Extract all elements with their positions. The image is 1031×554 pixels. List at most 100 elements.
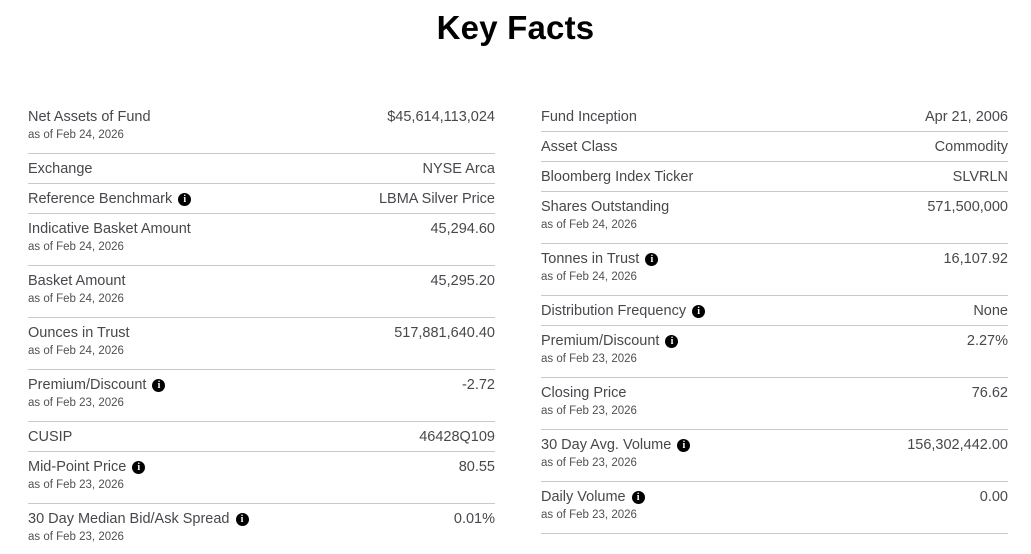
fact-label: CUSIP [28, 429, 73, 445]
fact-value: Commodity [934, 139, 1008, 155]
fact-label-line: Bloomberg Index Ticker [541, 168, 693, 186]
fact-label-cell: Distribution Frequency i [541, 302, 706, 320]
fact-as-of-date: as of Feb 23, 2026 [28, 531, 124, 543]
fact-row: Ounces in Trust as of Feb 24, 2026 517,8… [28, 318, 495, 370]
fact-label-line: Mid-Point Price i [28, 458, 146, 476]
fact-label-line: Shares Outstanding [541, 198, 669, 216]
fact-label-line: Distribution Frequency i [541, 302, 706, 320]
fact-label-line: Exchange [28, 160, 93, 178]
fact-row: 30 Day Avg. Volume i as of Feb 23, 2026 … [541, 430, 1008, 482]
fact-label: Basket Amount [28, 273, 126, 289]
fact-label-line: Reference Benchmark i [28, 190, 192, 208]
fact-value: -2.72 [461, 377, 495, 393]
fact-label-line: Tonnes in Trust i [541, 250, 659, 268]
key-facts-section: Key Facts Net Assets of Fund as of Feb 2… [0, 9, 1031, 554]
fact-label: Reference Benchmark [28, 191, 173, 207]
info-icon[interactable]: i [677, 438, 691, 452]
fact-row: Bloomberg Index Ticker SLVRLN [541, 162, 1008, 192]
fact-label: 30 Day Median Bid/Ask Spread [28, 511, 230, 527]
info-icon[interactable]: i [235, 512, 249, 526]
info-icon[interactable]: i [631, 490, 645, 504]
fact-label-cell: Mid-Point Price i as of Feb 23, 2026 [28, 458, 146, 493]
fact-value: 156,302,442.00 [907, 437, 1008, 453]
fact-label: Fund Inception [541, 109, 637, 125]
info-icon[interactable]: i [152, 378, 166, 392]
fact-as-of-date: as of Feb 23, 2026 [541, 353, 637, 365]
fact-label-line: CUSIP [28, 428, 72, 446]
fact-label-cell: Daily Volume i as of Feb 23, 2026 [541, 488, 645, 523]
fact-as-of-date: as of Feb 24, 2026 [28, 345, 124, 357]
fact-row: Indicative Basket Amount as of Feb 24, 2… [28, 214, 495, 266]
fact-as-of-date: as of Feb 23, 2026 [28, 479, 124, 491]
fact-label-line: Indicative Basket Amount [28, 220, 191, 238]
fact-label-line: 30 Day Median Bid/Ask Spread i [28, 510, 249, 528]
fact-value: Apr 21, 2006 [924, 109, 1008, 125]
fact-value: 16,107.92 [943, 251, 1008, 267]
fact-value: None [973, 303, 1008, 319]
fact-as-of-date: as of Feb 24, 2026 [541, 271, 637, 283]
info-icon[interactable]: i [665, 334, 679, 348]
fact-label: Indicative Basket Amount [28, 221, 191, 237]
fact-value: $45,614,113,024 [387, 109, 495, 125]
info-icon[interactable]: i [178, 192, 192, 206]
key-facts-grid: Net Assets of Fund as of Feb 24, 2026 $4… [28, 102, 1008, 554]
fact-label: 30 Day Avg. Volume [541, 437, 672, 453]
fact-value: 76.62 [971, 385, 1008, 401]
fact-label: Premium/Discount [541, 333, 660, 349]
fact-label-cell: Reference Benchmark i [28, 190, 192, 208]
page-title: Key Facts [436, 9, 595, 46]
fact-row: Premium/Discount i as of Feb 23, 2026 -2… [28, 370, 495, 422]
fact-value: 2.27% [966, 333, 1008, 349]
fact-label-line: Premium/Discount i [541, 332, 679, 350]
fact-label: Net Assets of Fund [28, 109, 151, 125]
fact-label-line: Basket Amount [28, 272, 126, 290]
fact-label-line: Net Assets of Fund [28, 108, 151, 126]
fact-label: Asset Class [541, 139, 618, 155]
fact-label: Exchange [28, 161, 93, 177]
key-facts-column-right: Fund Inception Apr 21, 2006 Asset Class … [541, 102, 1008, 554]
key-facts-column-left: Net Assets of Fund as of Feb 24, 2026 $4… [28, 102, 495, 554]
fact-value: 0.00 [979, 489, 1008, 505]
fact-label: Tonnes in Trust [541, 251, 640, 267]
fact-as-of-date: as of Feb 24, 2026 [541, 219, 637, 231]
fact-row: Premium/Discount i as of Feb 23, 2026 2.… [541, 326, 1008, 378]
fact-label-cell: Bloomberg Index Ticker [541, 168, 693, 186]
fact-label-cell: Exchange [28, 160, 93, 178]
fact-value: 45,294.60 [430, 221, 495, 237]
fact-row: 30 Day Median Bid/Ask Spread i as of Feb… [28, 504, 495, 554]
fact-label-cell: CUSIP [28, 428, 72, 446]
fact-row: Reference Benchmark i LBMA Silver Price [28, 184, 495, 214]
fact-as-of-date: as of Feb 23, 2026 [541, 405, 637, 417]
info-icon[interactable]: i [645, 252, 659, 266]
fact-label: Shares Outstanding [541, 199, 670, 215]
fact-label-cell: Asset Class [541, 138, 618, 156]
fact-label: Mid-Point Price [28, 459, 127, 475]
fact-value: NYSE Arca [422, 161, 495, 177]
fact-as-of-date: as of Feb 24, 2026 [28, 129, 124, 141]
fact-label-cell: Net Assets of Fund as of Feb 24, 2026 [28, 108, 151, 143]
fact-row: Distribution Frequency i None [541, 296, 1008, 326]
fact-row: CUSIP 46428Q109 [28, 422, 495, 452]
fact-label-cell: 30 Day Avg. Volume i as of Feb 23, 2026 [541, 436, 691, 471]
fact-row: Basket Amount as of Feb 24, 2026 45,295.… [28, 266, 495, 318]
fact-label-line: Ounces in Trust [28, 324, 130, 342]
fact-as-of-date: as of Feb 23, 2026 [28, 397, 124, 409]
fact-value: 571,500,000 [927, 199, 1008, 215]
info-icon[interactable]: i [692, 304, 706, 318]
fact-value: 46428Q109 [419, 429, 495, 445]
fact-as-of-date: as of Feb 24, 2026 [28, 293, 124, 305]
fact-label-cell: Indicative Basket Amount as of Feb 24, 2… [28, 220, 191, 255]
fact-label-line: Asset Class [541, 138, 618, 156]
fact-row: Fund Inception Apr 21, 2006 [541, 102, 1008, 132]
fact-row: Closing Price as of Feb 23, 2026 76.62 [541, 378, 1008, 430]
fact-label-line: Daily Volume i [541, 488, 645, 506]
fact-row: Mid-Point Price i as of Feb 23, 2026 80.… [28, 452, 495, 504]
fact-label-line: 30 Day Avg. Volume i [541, 436, 691, 454]
fact-row: Net Assets of Fund as of Feb 24, 2026 $4… [28, 102, 495, 154]
fact-as-of-date: as of Feb 23, 2026 [541, 509, 637, 521]
fact-label: Premium/Discount [28, 377, 147, 393]
fact-value: 0.01% [453, 511, 495, 527]
fact-label-cell: Basket Amount as of Feb 24, 2026 [28, 272, 126, 307]
fact-row: Shares Outstanding as of Feb 24, 2026 57… [541, 192, 1008, 244]
info-icon[interactable]: i [132, 460, 146, 474]
